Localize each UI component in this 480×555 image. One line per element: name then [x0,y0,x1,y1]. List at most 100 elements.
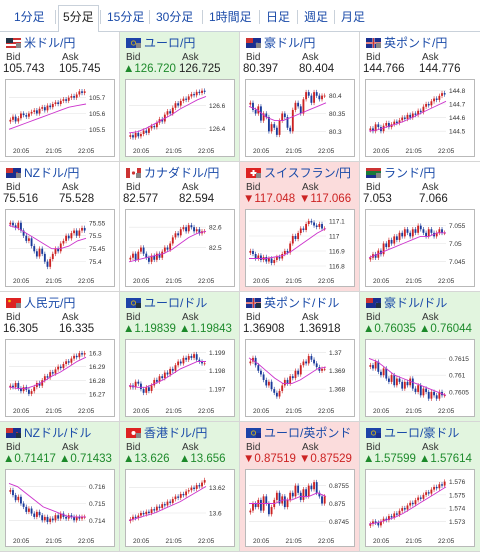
pair-title[interactable]: 香港ドル/円 [126,424,207,440]
currency-card[interactable]: ユーロ/英ポンド Bid Ask ▼0.87519 ▼0.87529 0.8755 0.87… [240,422,360,552]
bid-value: 75.516 [3,193,39,205]
tab-3[interactable]: 30分足 [156,10,194,24]
currency-card[interactable]: ランド/円 Bid Ask 7.053 7.066 7.055 7.05 7.045 20:05… [360,162,480,292]
candle-body [185,357,188,360]
candle-body [401,508,404,511]
pair-title[interactable]: 豪ドル/円 [246,34,315,50]
pair-title[interactable]: ユーロ/英ポンド [246,424,351,440]
price-chart[interactable]: 1.37 1.369 1.368 20:05 21:05 22:05 [245,339,355,417]
candle-body [43,516,46,521]
pair-title[interactable]: NZドル/ドル [6,424,91,440]
candle-body [81,516,83,519]
price-chart[interactable]: 144.8 144.7 144.6 144.5 20:05 21:05 22:05 [365,79,475,157]
pair-name[interactable]: 豪ドル/ドル [384,295,448,310]
candle-body [310,485,313,490]
currency-card[interactable]: 英ポンド/ドル Bid Ask 1.36908 1.36918 1.37 1.369 1.36… [240,292,360,422]
price-chart[interactable]: 0.716 0.715 0.714 20:05 21:05 22:05 [5,469,115,547]
pair-title[interactable]: 英ポンド/ドル [246,294,339,310]
candle-body [198,91,201,93]
currency-card[interactable]: 香港ドル/円 Bid Ask ▲13.626 ▲13.656 13.62 13.6 20:05… [120,422,240,552]
pair-title[interactable]: ユーロ/豪ドル [366,424,459,440]
pair-name[interactable]: ユーロ/ドル [144,295,208,310]
price-chart[interactable]: 16.3 16.29 16.28 16.27 20:05 21:05 22:05 [5,339,115,417]
candle-body [390,239,393,244]
pair-title[interactable]: ユーロ/円 [126,34,195,50]
pair-title[interactable]: スイスフラン/円 [246,164,351,180]
candle-body [33,110,36,112]
candle-body [203,363,206,365]
pair-name[interactable]: 香港ドル/円 [144,425,208,440]
price-chart[interactable]: 82.6 82.5 20:05 21:05 22:05 [125,209,235,287]
currency-card[interactable]: 英ポンド/円 Bid Ask 144.766 144.776 144.8 144.7 144.… [360,32,480,162]
pair-name[interactable]: 英ポンド/ドル [264,295,340,310]
tab-2[interactable]: 15分足 [107,10,145,24]
price-chart[interactable]: 126.6 126.4 20:05 21:05 22:05 [125,79,235,157]
pair-title[interactable]: NZドル/円 [6,164,79,180]
candle-body [438,391,441,399]
pair-title[interactable]: 米ドル/円 [6,34,75,50]
pair-name[interactable]: 米ドル/円 [24,35,76,50]
tab-1[interactable]: 5分足 [58,5,99,33]
pair-name[interactable]: 英ポンド/円 [384,35,448,50]
candle-body [307,221,310,224]
pair-name[interactable]: ユーロ/円 [144,35,196,50]
currency-card[interactable]: 豪ドル/円 Bid Ask 80.397 80.404 80.4 80.35 80.3 20:0… [240,32,360,162]
price-chart[interactable]: 117.1 117 116.9 116.8 20:05 21:05 22:05 [245,209,355,287]
y-tick-label: 144.7 [449,102,466,109]
pair-title[interactable]: ユーロ/ドル [126,294,207,310]
pair-title[interactable]: 英ポンド/円 [366,34,447,50]
candle-body [254,254,257,259]
price-chart[interactable]: 0.7615 0.761 0.7605 20:05 21:05 22:05 [365,339,475,417]
candle-body [302,489,305,500]
price-chart[interactable]: 80.4 80.35 80.3 20:05 21:05 22:05 [245,79,355,157]
pair-name[interactable]: ユーロ/豪ドル [384,425,460,440]
currency-card[interactable]: ユーロ/豪ドル Bid Ask ▲1.57599 ▲1.57614 1.576 1.575 1… [360,422,480,552]
price-chart[interactable]: 0.8755 0.875 0.8745 20:05 21:05 22:05 [245,469,355,547]
tab-6[interactable]: 週足 [304,10,329,24]
tab-4[interactable]: 1時間足 [209,10,252,24]
pair-name[interactable]: NZドル/ドル [24,425,92,440]
pair-title[interactable]: 豪ドル/ドル [366,294,447,310]
currency-card[interactable]: NZドル/円 Bid Ask 75.516 75.528 75.55 75.5 75.45 75… [0,162,120,292]
pair-name[interactable]: 豪ドル/円 [264,35,316,50]
currency-card[interactable]: NZドル/ドル Bid Ask ▲0.71417 ▲0.71433 0.716 0.715 0… [0,422,120,552]
candle-body [41,380,44,386]
bid-label: Bid [6,182,21,193]
pair-name[interactable]: カナダドル/円 [144,165,220,180]
pair-title[interactable]: ランド/円 [366,164,435,180]
bid-label: Bid [126,442,141,453]
pair-title[interactable]: 人民元/円 [6,294,75,310]
currency-card[interactable]: スイスフラン/円 Bid Ask ▼117.048 ▼117.066 117.1 117 11… [240,162,360,292]
candle-body [299,228,302,233]
pair-name[interactable]: NZドル/円 [24,165,80,180]
price-chart[interactable]: 1.199 1.198 1.197 20:05 21:05 22:05 [125,339,235,417]
tab-5[interactable]: 日足 [266,10,291,24]
price-chart[interactable]: 13.62 13.6 20:05 21:05 22:05 [125,469,235,547]
candle-body [70,96,73,98]
candle-body [179,494,182,498]
currency-card[interactable]: 豪ドル/ドル Bid Ask ▲0.76035 ▲0.76044 0.7615 0.761 0… [360,292,480,422]
price-chart[interactable]: 105.7 105.6 105.5 20:05 21:05 22:05 [5,79,115,157]
currency-card[interactable]: 米ドル/円 Bid Ask 105.743 105.745 105.7 105.6 105.5… [0,32,120,162]
pair-title[interactable]: カナダドル/円 [126,164,219,180]
pair-name[interactable]: ランド/円 [384,165,436,180]
currency-card[interactable]: ユーロ/ドル Bid Ask ▲1.19839 ▲1.19843 1.199 1.198 1.… [120,292,240,422]
currency-card[interactable]: ユーロ/円 Bid Ask ▲126.720 126.725 126.6 126.4 20:0… [120,32,240,162]
price-chart[interactable]: 75.55 75.5 75.45 75.4 20:05 21:05 22:05 [5,209,115,287]
price-chart[interactable]: 1.576 1.575 1.574 1.573 20:05 21:05 22:05 [365,469,475,547]
pair-name[interactable]: 人民元/円 [24,295,76,310]
currency-card[interactable]: カナダドル/円 Bid Ask 82.577 82.594 82.6 82.5 20:05 21… [120,162,240,292]
price-chart[interactable]: 7.055 7.05 7.045 20:05 21:05 22:05 [365,209,475,287]
pair-name[interactable]: スイスフラン/円 [264,165,351,180]
candle-body [137,515,140,519]
tab-7[interactable]: 月足 [341,10,366,24]
currency-card[interactable]: 人民元/円 Bid Ask 16.305 16.335 16.3 16.29 16.28 16.… [0,292,120,422]
candle-body [129,135,132,137]
candle-body [297,485,300,493]
candle-body [49,372,52,378]
candle-body [51,518,54,521]
tab-0[interactable]: 1分足 [14,10,45,24]
candle-body [201,90,203,93]
candle-body [153,255,156,260]
pair-name[interactable]: ユーロ/英ポンド [264,425,352,440]
